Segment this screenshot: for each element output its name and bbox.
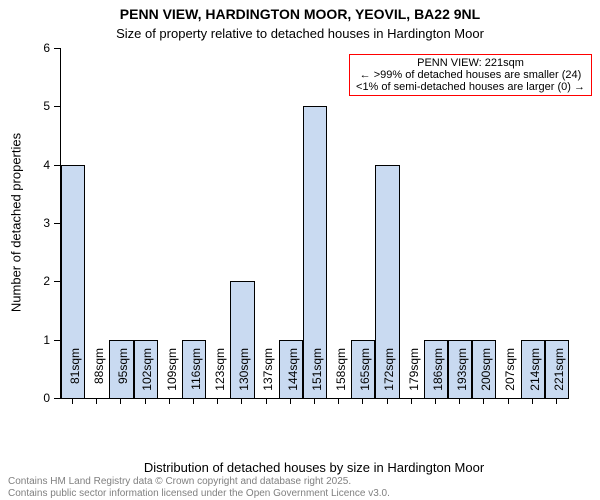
x-tick-label: 221sqm [552,348,566,408]
footer-line-1: Contains HM Land Registry data © Crown c… [8,476,351,487]
footer-line-2: Contains public sector information licen… [8,488,390,499]
y-tick [54,398,60,399]
x-tick-label: 130sqm [237,348,251,408]
y-tick [54,165,60,166]
annotation-box: PENN VIEW: 221sqm ← >99% of detached hou… [349,54,592,96]
x-tick-label: 137sqm [261,348,275,408]
x-tick-label: 172sqm [382,348,396,408]
x-tick-label: 81sqm [68,348,82,408]
x-tick-label: 95sqm [116,348,130,408]
annotation-title: PENN VIEW: 221sqm [356,57,585,69]
y-tick-label: 0 [0,391,50,405]
y-tick [54,106,60,107]
y-tick [54,48,60,49]
y-tick [54,281,60,282]
x-axis-label: Distribution of detached houses by size … [60,460,568,475]
y-tick [54,340,60,341]
x-tick-label: 193sqm [455,348,469,408]
y-tick-label: 4 [0,158,50,172]
y-tick-label: 3 [0,216,50,230]
y-tick-label: 1 [0,333,50,347]
chart-title-main: PENN VIEW, HARDINGTON MOOR, YEOVIL, BA22… [0,6,600,22]
y-tick-label: 6 [0,41,50,55]
x-tick-label: 109sqm [165,348,179,408]
x-tick-label: 88sqm [92,348,106,408]
x-tick-label: 151sqm [310,348,324,408]
x-tick-label: 123sqm [213,348,227,408]
y-tick [54,223,60,224]
x-tick-label: 179sqm [407,348,421,408]
annotation-line-2: <1% of semi-detached houses are larger (… [356,81,585,93]
chart-title-sub: Size of property relative to detached ho… [0,26,600,41]
x-tick-label: 207sqm [503,348,517,408]
x-tick-label: 116sqm [189,348,203,408]
y-tick-label: 2 [0,274,50,288]
x-tick-label: 102sqm [140,348,154,408]
plot-area [60,48,569,399]
x-tick-label: 200sqm [479,348,493,408]
x-tick-label: 158sqm [334,348,348,408]
x-tick-label: 186sqm [431,348,445,408]
x-tick-label: 144sqm [286,348,300,408]
property-size-chart: PENN VIEW, HARDINGTON MOOR, YEOVIL, BA22… [0,0,600,500]
x-tick-label: 214sqm [528,348,542,408]
y-tick-label: 5 [0,99,50,113]
annotation-line-1: ← >99% of detached houses are smaller (2… [356,69,585,81]
x-tick-label: 165sqm [358,348,372,408]
